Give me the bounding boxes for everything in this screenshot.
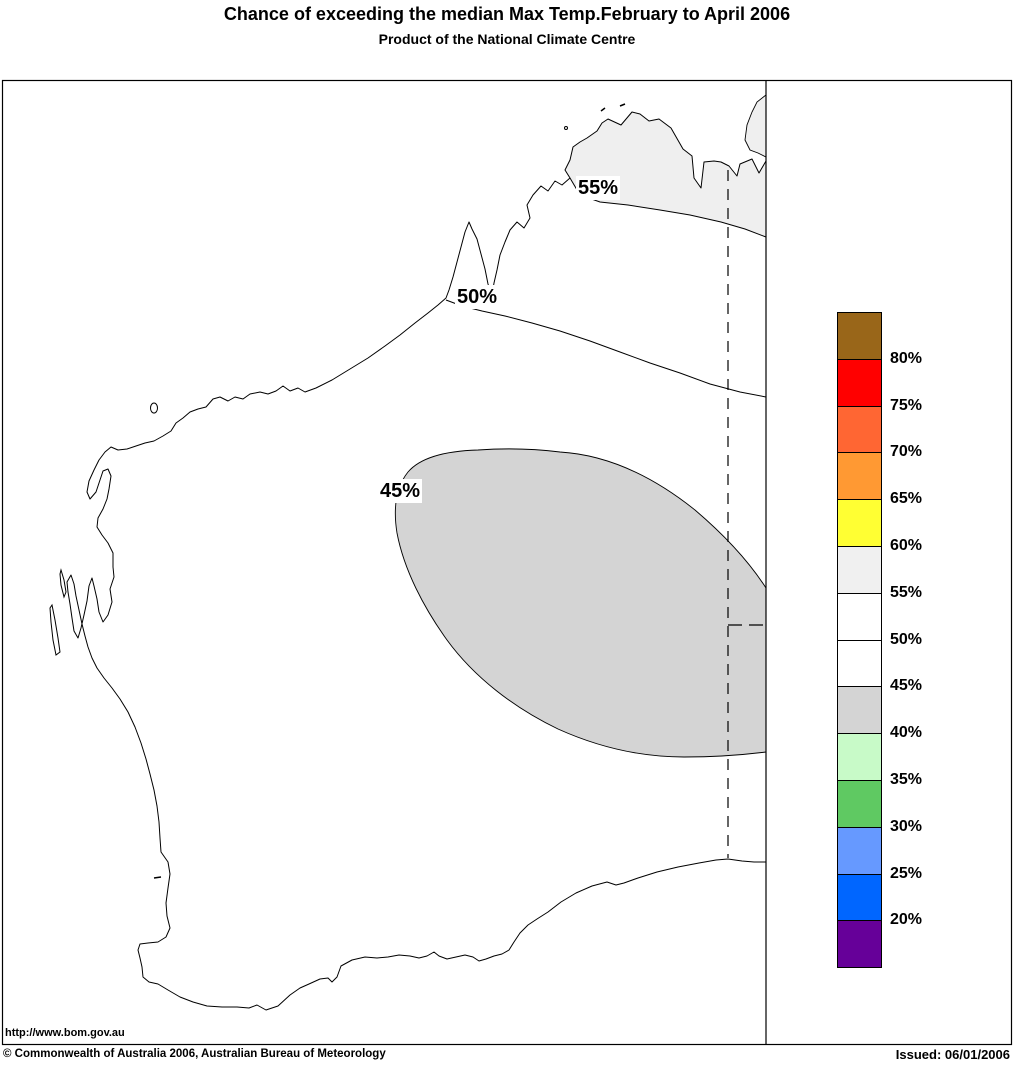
legend-label-30: 30% <box>890 817 923 835</box>
legend-swatch-0 <box>837 312 882 360</box>
shaded-region-40-45 <box>394 448 767 758</box>
legend-label-60: 60% <box>890 537 923 554</box>
legend-label-50: 50% <box>890 630 923 648</box>
legend-label-70: 70% <box>890 443 923 461</box>
bom-url-label: http://www.bom.gov.au <box>5 1027 125 1039</box>
legend-swatches <box>837 312 882 969</box>
island-dirk-hartog-south <box>49 603 61 656</box>
map-frame <box>1 79 1013 1046</box>
island-dirk-hartog-north <box>59 568 67 599</box>
legend-label-35: 35% <box>890 771 923 788</box>
legend-swatch-3 <box>837 452 882 501</box>
legend-label-80: 80% <box>890 349 923 367</box>
shaded-region-55-60 <box>565 112 766 237</box>
contour-label-45: 45% <box>378 479 423 503</box>
legend-swatch-11 <box>837 826 882 875</box>
islet-kimberley-3 <box>564 126 568 130</box>
contour-50-line <box>445 299 767 398</box>
legend-label-40: 40% <box>890 724 923 742</box>
legend-swatch-9 <box>837 733 882 781</box>
issued-date: Issued: 06/01/2006 <box>895 1047 1010 1062</box>
coastline-path <box>66 111 767 1011</box>
island-rottnest <box>153 876 162 879</box>
contour-label-55: 55% <box>576 176 621 200</box>
legend-swatch-7 <box>837 639 882 688</box>
islet-kimberley-1 <box>600 107 606 112</box>
legend-label-65: 65% <box>890 490 923 508</box>
legend-swatch-8 <box>837 686 882 735</box>
shaded-corner-piece <box>744 94 767 158</box>
island-barrow <box>150 402 158 414</box>
islet-kimberley-2 <box>619 103 626 107</box>
legend-swatch-5 <box>837 545 882 594</box>
legend-swatch-2 <box>837 405 882 454</box>
legend-label-25: 25% <box>890 864 923 882</box>
legend-label-75: 75% <box>890 396 923 414</box>
legend-swatch-6 <box>837 592 882 641</box>
page-title: Chance of exceeding the median Max Temp.… <box>223 4 791 24</box>
legend-label-55: 55% <box>890 583 923 601</box>
legend-swatch-12 <box>837 873 882 922</box>
legend-label-20: 20% <box>890 911 923 929</box>
legend-swatch-1 <box>837 358 882 407</box>
legend-swatch-10 <box>837 779 882 828</box>
legend-label-45: 45% <box>890 677 923 695</box>
contour-label-50: 50% <box>455 285 500 309</box>
legend-swatch-4 <box>837 499 882 547</box>
legend-swatch-13 <box>837 920 882 969</box>
page-subtitle: Product of the National Climate Centre <box>378 31 636 47</box>
copyright-text: © Commonwealth of Australia 2006, Austra… <box>3 1048 386 1060</box>
